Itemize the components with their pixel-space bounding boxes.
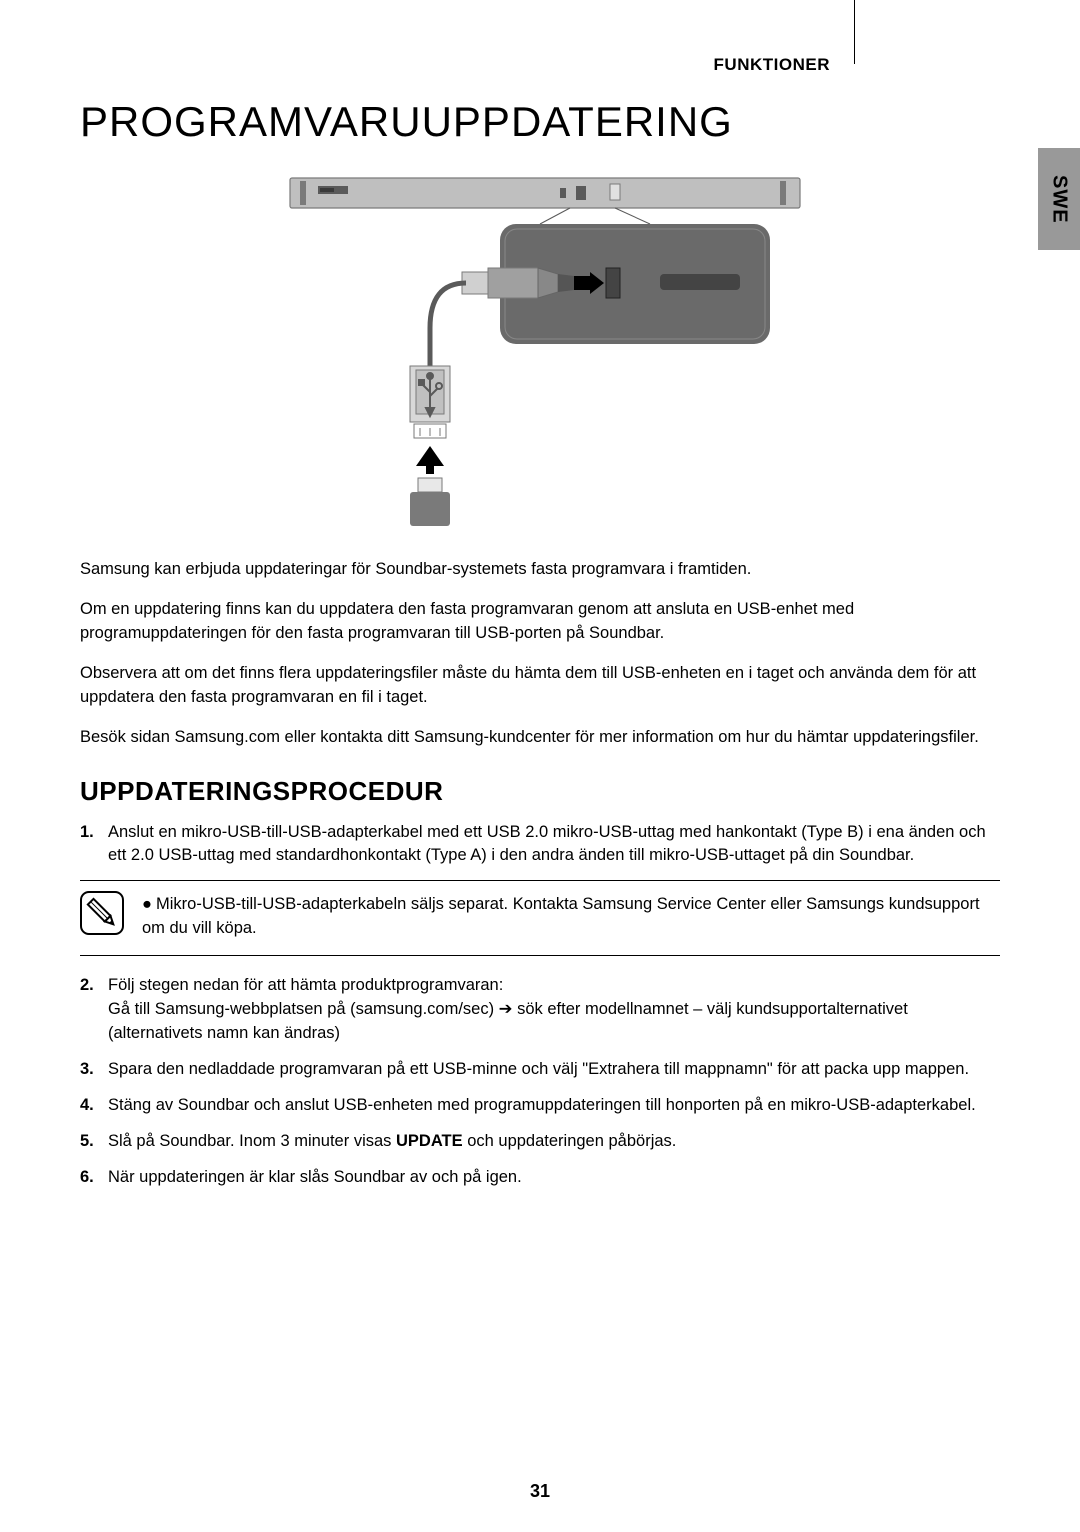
bullet-icon: ●: [142, 893, 156, 917]
step-text: Stäng av Soundbar och anslut USB-enheten…: [108, 1094, 1000, 1118]
intro-para-2: Om en uppdatering finns kan du uppdatera…: [80, 598, 1000, 646]
step-number: 1.: [80, 821, 108, 869]
step-number: 2.: [80, 974, 108, 1046]
step-text: Slå på Soundbar. Inom 3 minuter visas UP…: [108, 1130, 1000, 1154]
note-pencil-icon: [80, 891, 124, 935]
step5-post: och uppdateringen påbörjas.: [463, 1132, 677, 1150]
step-number: 4.: [80, 1094, 108, 1118]
intro-para-3: Observera att om det finns flera uppdate…: [80, 662, 1000, 710]
step-6: 6. När uppdateringen är klar slås Soundb…: [80, 1166, 1000, 1190]
step-text: Följ stegen nedan för att hämta produktp…: [108, 974, 1000, 1046]
note-text: ●Mikro-USB-till-USB-adapterkabeln säljs …: [142, 891, 1000, 941]
step5-bold: UPDATE: [396, 1132, 463, 1150]
intro-para-1: Samsung kan erbjuda uppdateringar för So…: [80, 558, 1000, 582]
step-text: Spara den nedladdade programvaran på ett…: [108, 1058, 1000, 1082]
connection-diagram: [80, 168, 1000, 528]
step5-pre: Slå på Soundbar. Inom 3 minuter visas: [108, 1132, 396, 1150]
document-page: FUNKTIONER SWE PROGRAMVARUUPPDATERING: [0, 0, 1080, 1232]
step-1: 1. Anslut en mikro-USB-till-USB-adapterk…: [80, 821, 1000, 869]
section-label: FUNKTIONER: [714, 55, 830, 75]
intro-para-4: Besök sidan Samsung.com eller kontakta d…: [80, 726, 1000, 750]
step-text: När uppdateringen är klar slås Soundbar …: [108, 1166, 1000, 1190]
step-text: Anslut en mikro-USB-till-USB-adapterkabe…: [108, 821, 1000, 869]
step-3: 3. Spara den nedladdade programvaran på …: [80, 1058, 1000, 1082]
page-number: 31: [0, 1481, 1080, 1502]
language-tab-label: SWE: [1048, 175, 1071, 224]
step-number: 3.: [80, 1058, 108, 1082]
step-number: 5.: [80, 1130, 108, 1154]
step-5: 5. Slå på Soundbar. Inom 3 minuter visas…: [80, 1130, 1000, 1154]
section-heading: UPPDATERINGSPROCEDUR: [80, 776, 1000, 807]
header-divider: [854, 0, 855, 64]
step-number: 6.: [80, 1166, 108, 1190]
page-title: PROGRAMVARUUPPDATERING: [80, 98, 1000, 146]
step-4: 4. Stäng av Soundbar och anslut USB-enhe…: [80, 1094, 1000, 1118]
note-box: ●Mikro-USB-till-USB-adapterkabeln säljs …: [80, 880, 1000, 956]
language-tab: SWE: [1038, 148, 1080, 250]
note-content: Mikro-USB-till-USB-adapterkabeln säljs s…: [142, 895, 980, 937]
step-2: 2. Följ stegen nedan för att hämta produ…: [80, 974, 1000, 1046]
